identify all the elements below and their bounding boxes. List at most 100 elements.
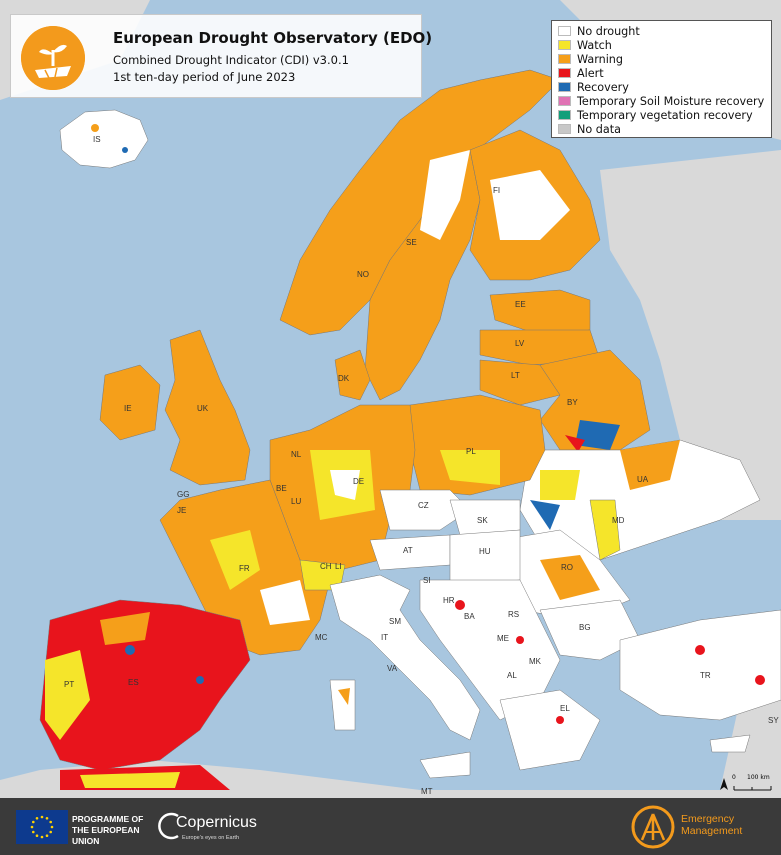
country-label: IS <box>93 135 101 144</box>
country-label: DK <box>338 374 350 383</box>
country-label: HR <box>443 596 455 605</box>
country-label: HU <box>479 547 491 556</box>
country-label: PT <box>64 680 75 689</box>
legend-label: Watch <box>577 38 612 52</box>
legend-label: Warning <box>577 52 623 66</box>
italy-shape <box>329 574 481 741</box>
country-label: MD <box>612 516 625 525</box>
country-label: LI <box>335 562 342 571</box>
scale-bar: 0 100 km <box>716 774 776 794</box>
country-label: JE <box>177 506 187 515</box>
country-label: VA <box>387 664 398 673</box>
iberia-shape <box>39 599 251 771</box>
country-label: TR <box>700 671 711 680</box>
country-label: EE <box>515 300 526 309</box>
country-label: BA <box>464 612 475 621</box>
legend-swatch-vegetation-recovery <box>558 110 571 120</box>
legend-item: No data <box>558 122 771 136</box>
legend-label: No drought <box>577 24 640 38</box>
country-label: AL <box>507 671 517 680</box>
emergency-management-icon <box>631 805 675 849</box>
country-label: PL <box>466 447 476 456</box>
country-label: ME <box>497 634 509 643</box>
country-label: BE <box>276 484 287 493</box>
country-label: BG <box>579 623 591 632</box>
legend-swatch-no-data <box>558 124 571 134</box>
country-label: BY <box>567 398 578 407</box>
legend-item: Alert <box>558 66 771 80</box>
legend-swatch-recovery <box>558 82 571 92</box>
country-label: ES <box>128 678 139 687</box>
scale-zero: 0 <box>732 774 736 781</box>
copernicus-logo-icon <box>158 812 179 840</box>
legend-swatch-no-drought <box>558 26 571 36</box>
middle-east-shape <box>720 690 781 790</box>
north-arrow-icon <box>720 778 772 791</box>
moldova-shape <box>589 499 621 561</box>
denmark-shape <box>334 349 371 401</box>
country-label: RO <box>561 563 573 572</box>
country-label: CZ <box>418 501 429 510</box>
czechia-shape <box>379 489 471 531</box>
turkey-shape <box>619 609 781 721</box>
norway-shape <box>279 69 561 336</box>
country-label: LU <box>291 497 302 506</box>
country-label: RS <box>508 610 520 619</box>
legend-label: Alert <box>577 66 604 80</box>
em-line2: Management <box>681 825 743 837</box>
uk-shape <box>164 329 251 486</box>
period-label: 1st ten-day period of June 2023 <box>113 70 296 84</box>
country-label: UA <box>637 475 649 484</box>
country-label: SM <box>389 617 401 626</box>
country-label: IE <box>124 404 132 413</box>
country-label: UK <box>197 404 209 413</box>
country-label: FI <box>493 186 501 195</box>
eu-flag-icon <box>16 810 68 844</box>
country-label: LV <box>515 339 525 348</box>
legend-swatch-warning <box>558 54 571 64</box>
copernicus-tagline: Europe's eyes on Earth <box>182 835 240 841</box>
country-label: GG <box>177 490 190 499</box>
country-label: IT <box>381 633 389 642</box>
country-label: NO <box>357 270 369 279</box>
country-label: SE <box>406 238 417 247</box>
indicator-subtitle: Combined Drought Indicator (CDI) v3.0.1 <box>113 53 349 67</box>
iceland-shape <box>59 109 149 169</box>
legend: No drought Watch Warning Alert Recovery … <box>551 20 772 138</box>
country-label: FR <box>239 564 250 573</box>
lithuania-shape <box>479 359 561 406</box>
country-label: MK <box>529 657 541 666</box>
legend-item: Temporary vegetation recovery <box>558 108 771 122</box>
legend-label: Temporary vegetation recovery <box>577 108 753 122</box>
legend-swatch-soil-recovery <box>558 96 571 106</box>
country-label: AT <box>403 546 413 555</box>
legend-item: Watch <box>558 38 771 52</box>
emergency-management-label: Emergency Management <box>681 813 742 837</box>
legend-swatch-alert <box>558 68 571 78</box>
legend-item: Recovery <box>558 80 771 94</box>
ireland-shape <box>99 364 161 441</box>
legend-label: Temporary Soil Moisture recovery <box>577 94 765 108</box>
country-label: DE <box>353 477 365 486</box>
hungary-shape <box>449 529 521 586</box>
country-label: EL <box>560 704 570 713</box>
greece-shape <box>499 689 601 771</box>
title-panel: European Drought Observatory (EDO) Combi… <box>10 14 432 98</box>
footer: PROGRAMME OF THE EUROPEAN UNION Copernic… <box>0 798 781 855</box>
country-label: SI <box>423 576 431 585</box>
scale-distance: 100 km <box>747 774 770 781</box>
country-label: SY <box>768 716 779 725</box>
sicily-shape <box>419 751 471 779</box>
country-label: MC <box>315 633 328 642</box>
em-line1: Emergency <box>681 813 735 825</box>
legend-label: No data <box>577 122 621 136</box>
country-label: SK <box>477 516 488 525</box>
cyprus-shape <box>709 734 751 753</box>
country-label: MT <box>421 787 433 796</box>
legend-item: Warning <box>558 52 771 66</box>
copernicus-label: Copernicus <box>176 814 257 831</box>
legend-item: Temporary Soil Moisture recovery <box>558 94 771 108</box>
country-label: NL <box>291 450 302 459</box>
country-label: CH <box>320 562 332 571</box>
russia-shape <box>600 150 781 520</box>
